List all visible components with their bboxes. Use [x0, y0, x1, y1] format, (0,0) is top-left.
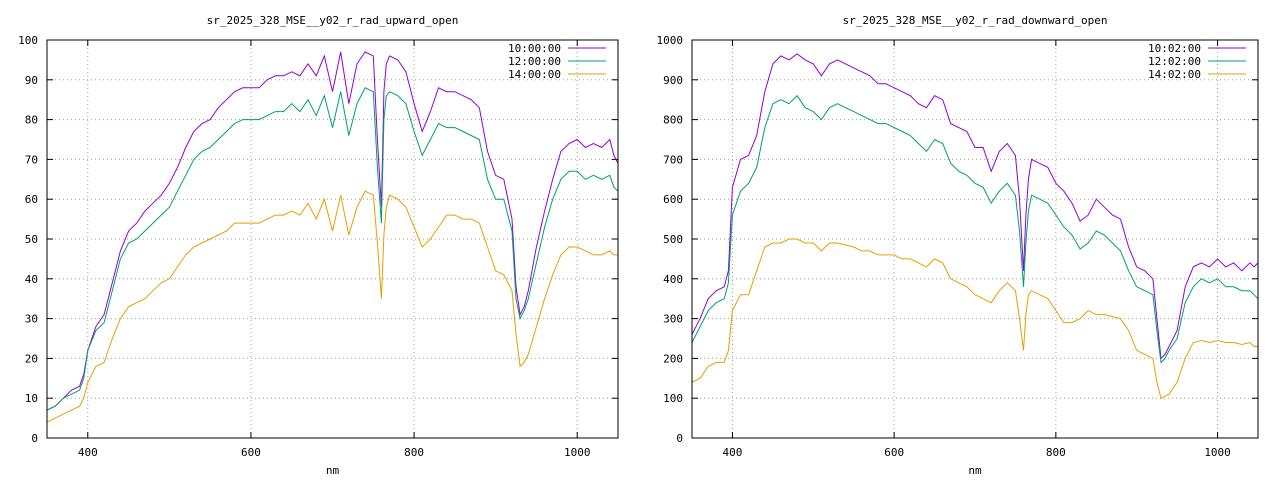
y-tick-label: 0 — [676, 432, 683, 445]
series-line-0 — [692, 53, 1258, 360]
x-tick-label: 1000 — [1204, 446, 1231, 459]
legend-label: 10:02:00 — [1148, 42, 1201, 55]
series-line-2 — [47, 190, 618, 423]
y-tick-label: 20 — [25, 352, 38, 365]
chart-upward: sr_2025_328_MSE__y02_r_rad_upward_open 0 1… — [18, 14, 619, 477]
x-tick-label: 1000 — [564, 446, 591, 459]
y-tick-label: 30 — [25, 313, 38, 326]
x-tick-label: 800 — [1046, 446, 1066, 459]
legend-label: 14:02:00 — [1148, 68, 1201, 81]
legend-label: 12:00:00 — [508, 55, 561, 68]
chart-title: sr_2025_328_MSE__y02_r_rad_upward_open — [207, 14, 459, 27]
y-tick-label: 70 — [25, 153, 38, 166]
y-tick-label: 500 — [663, 233, 683, 246]
y-tick-label: 700 — [663, 153, 683, 166]
y-tick-label: 400 — [663, 273, 683, 286]
chart-downward: sr_2025_328_MSE__y02_r_rad_downward_open… — [657, 14, 1259, 477]
y-tick-label: 40 — [25, 273, 38, 286]
x-tick-label: 400 — [722, 446, 742, 459]
y-tick-label: 60 — [25, 193, 38, 206]
y-tick-label: 90 — [25, 74, 38, 87]
y-tick-label: 100 — [18, 34, 38, 47]
y-tick-label: 50 — [25, 233, 38, 246]
y-tick-label: 100 — [663, 392, 683, 405]
series-line-1 — [47, 87, 618, 411]
chart-title: sr_2025_328_MSE__y02_r_rad_downward_open — [843, 14, 1108, 27]
series-line-0 — [47, 51, 618, 411]
x-tick-label: 600 — [884, 446, 904, 459]
x-tick-label: 600 — [241, 446, 261, 459]
x-axis-label: nm — [968, 464, 982, 477]
y-tick-label: 0 — [31, 432, 38, 445]
legend-label: 14:00:00 — [508, 68, 561, 81]
plot-frame — [46, 39, 619, 439]
y-tick-label: 600 — [663, 193, 683, 206]
y-tick-label: 900 — [663, 74, 683, 87]
x-tick-label: 800 — [404, 446, 424, 459]
series-line-2 — [692, 238, 1258, 399]
x-tick-label: 400 — [78, 446, 98, 459]
legend-label: 12:02:00 — [1148, 55, 1201, 68]
y-tick-label: 300 — [663, 313, 683, 326]
plot-frame — [691, 39, 1259, 439]
y-tick-label: 80 — [25, 114, 38, 127]
series-line-1 — [692, 94, 1258, 364]
y-tick-label: 1000 — [657, 34, 684, 47]
legend-label: 10:00:00 — [508, 42, 561, 55]
y-tick-label: 800 — [663, 114, 683, 127]
x-axis-label: nm — [326, 464, 340, 477]
y-tick-label: 10 — [25, 392, 38, 405]
y-tick-label: 200 — [663, 352, 683, 365]
